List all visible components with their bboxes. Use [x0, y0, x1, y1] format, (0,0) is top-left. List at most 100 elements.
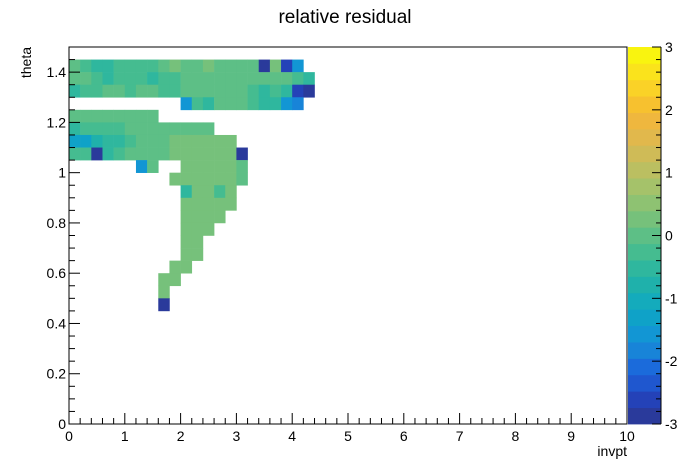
heatmap-cell — [180, 235, 193, 249]
heatmap-cell — [225, 197, 237, 211]
heatmap-cell — [247, 84, 260, 98]
heatmap-cell — [158, 147, 170, 161]
heatmap-cell — [180, 222, 193, 236]
heatmap-cell — [80, 59, 92, 73]
heatmap-cell — [247, 59, 260, 73]
y-tick-label: 0 — [58, 416, 66, 432]
heatmap-cell — [202, 210, 215, 224]
heatmap-cell — [236, 97, 248, 111]
heatmap-cell — [214, 160, 226, 173]
heatmap-cell — [113, 147, 126, 161]
y-tick-label: 0.6 — [47, 265, 67, 281]
heatmap-cell — [191, 248, 204, 261]
heatmap-cell — [236, 72, 248, 85]
heatmap-cell — [191, 172, 204, 186]
heatmap-cell — [113, 72, 126, 85]
colorbar-tick-label: 1 — [665, 165, 673, 181]
plot-frame — [68, 46, 628, 425]
heatmap-cell — [225, 59, 237, 73]
colorbar-swatch — [628, 79, 661, 97]
heatmap-cell — [158, 298, 170, 312]
heatmap-cell — [214, 97, 226, 111]
colorbar-swatch — [628, 145, 661, 163]
heatmap-cell — [292, 97, 304, 111]
heatmap-cell — [180, 122, 193, 136]
x-tick-label: 1 — [121, 428, 129, 444]
colorbar-swatch — [628, 391, 661, 409]
heatmap-cell — [147, 59, 159, 73]
heatmap-cell — [158, 134, 170, 148]
colorbar-swatch — [628, 128, 661, 146]
heatmap-cell — [169, 147, 181, 161]
heatmap-cell — [91, 134, 103, 148]
heatmap-cell — [191, 97, 204, 111]
heatmap-cell — [102, 84, 114, 98]
heatmap-cell — [202, 160, 215, 173]
y-tick-label: 1.4 — [47, 64, 67, 80]
heatmap-cell — [180, 260, 193, 274]
heatmap-cell — [169, 122, 181, 136]
heatmap-cell — [69, 134, 81, 148]
heatmap-cell — [91, 147, 103, 161]
heatmap-cell — [258, 72, 271, 85]
heatmap-cell — [202, 122, 215, 136]
heatmap-cell — [236, 172, 248, 186]
heatmap-cell — [247, 97, 260, 111]
heatmap-cell — [191, 160, 204, 173]
heatmap-cell — [135, 72, 148, 85]
heatmap-cell — [169, 172, 181, 186]
heatmap-cell — [202, 59, 215, 73]
heatmap-cell — [202, 147, 215, 161]
heatmap-cell — [180, 248, 193, 261]
heatmap-cell — [169, 84, 181, 98]
heatmap-cell — [147, 147, 159, 161]
heatmap-cell — [147, 160, 159, 173]
heatmap-cell — [236, 160, 248, 173]
heatmap-cell — [91, 109, 103, 123]
heatmap-cell — [202, 197, 215, 211]
heatmap-cell — [135, 59, 148, 73]
heatmap-cell — [158, 84, 170, 98]
heatmap-cell — [80, 84, 92, 98]
heatmap-cell — [202, 134, 215, 148]
heatmap-cell — [113, 109, 126, 123]
heatmap-cell — [102, 147, 114, 161]
heatmap-cell — [135, 147, 148, 161]
heatmap-cell — [80, 147, 92, 161]
heatmap-cell — [113, 84, 126, 98]
heatmap-cell — [214, 134, 226, 148]
heatmap-cell — [191, 197, 204, 211]
colorbar-swatch — [628, 260, 661, 277]
x-tick-label: 2 — [177, 428, 185, 444]
x-tick-label: 7 — [456, 428, 464, 444]
heatmap-cell — [258, 97, 271, 111]
heatmap-cell — [292, 72, 304, 85]
heatmap-cell — [135, 109, 148, 123]
heatmap-cell — [180, 147, 193, 161]
heatmap-cell — [113, 59, 126, 73]
colorbar-swatch — [628, 325, 661, 343]
colorbar-swatch — [628, 292, 661, 310]
colorbar-swatch — [628, 227, 661, 245]
heatmap-cell — [180, 84, 193, 98]
heatmap-cell — [91, 59, 103, 73]
colorbar-swatch — [628, 194, 661, 212]
heatmap-cell — [292, 59, 304, 73]
heatmap-cell — [191, 134, 204, 148]
heatmap-cell — [191, 147, 204, 161]
x-tick-label: 4 — [288, 428, 296, 444]
y-tick-label: 0.8 — [47, 215, 67, 231]
y-tick-label: 0.2 — [47, 366, 67, 382]
colorbar-tick-label: 2 — [665, 102, 673, 118]
heatmap-cell — [147, 84, 159, 98]
colorbar-swatch — [628, 161, 661, 179]
heatmap-cell — [236, 59, 248, 73]
heatmap-cell — [258, 84, 271, 98]
heatmap-cell — [303, 84, 315, 98]
colorbar-swatch — [628, 47, 661, 64]
heatmap-cell — [91, 122, 103, 136]
heatmap-cell — [214, 84, 226, 98]
y-tick-label: 0.4 — [47, 315, 67, 331]
heatmap-cell — [158, 72, 170, 85]
